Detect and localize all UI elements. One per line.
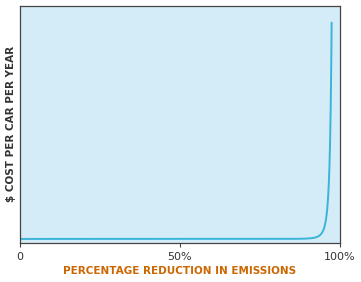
X-axis label: PERCENTAGE REDUCTION IN EMISSIONS: PERCENTAGE REDUCTION IN EMISSIONS	[63, 266, 296, 276]
Y-axis label: $ COST PER CAR PER YEAR: $ COST PER CAR PER YEAR	[5, 46, 16, 202]
